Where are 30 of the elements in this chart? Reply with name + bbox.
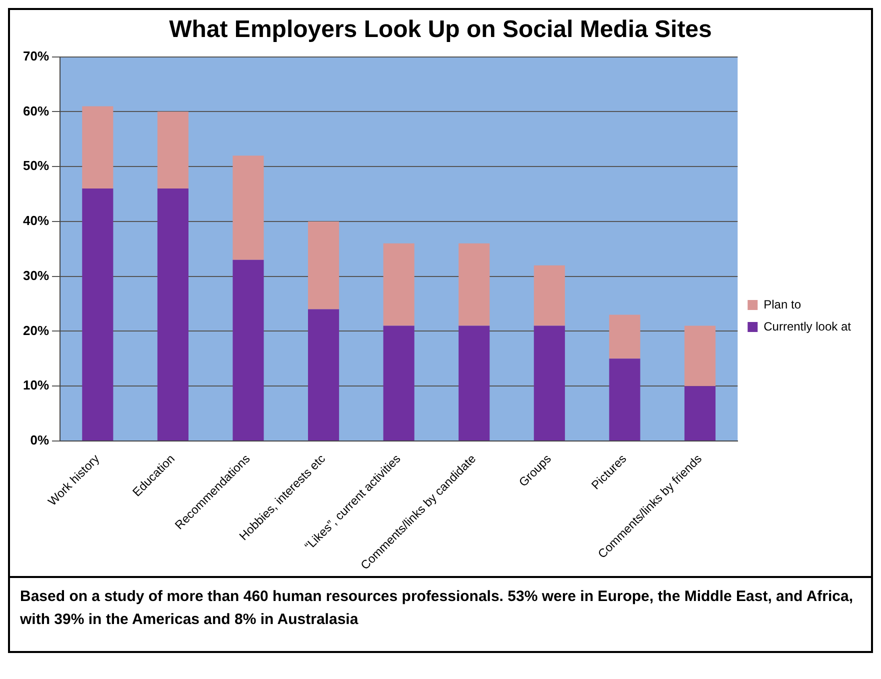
legend-label: Currently look at (764, 319, 852, 334)
bar (534, 265, 565, 326)
legend-label: Plan to (764, 297, 802, 312)
y-tick-label: 10% (22, 378, 50, 393)
bar (383, 243, 414, 326)
bar (458, 326, 490, 440)
y-tick-label: 30% (22, 268, 50, 283)
y-tick-label: 40% (22, 213, 50, 228)
y-tick-label: 0% (30, 432, 50, 448)
bar (609, 358, 640, 440)
text: Based on a study of more than 460 human resources professionals. 53% were in Europe, the Middle East, and Africa, with 39% in the Americas and 8% in Australasia (10, 576, 871, 651)
bar (534, 326, 565, 440)
bar (308, 309, 340, 440)
chart-title: What Employers Look Up on Social Media Sites (168, 15, 713, 45)
bar (308, 221, 340, 310)
bar (157, 112, 188, 189)
bar (232, 156, 264, 260)
bar (684, 386, 716, 440)
y-tick-label: 20% (22, 322, 50, 338)
bar (383, 326, 414, 440)
bar (82, 188, 114, 440)
bar (82, 106, 114, 189)
bar (458, 243, 490, 326)
bar (232, 260, 264, 440)
bar (609, 314, 640, 359)
y-tick-label: 70% (22, 48, 50, 64)
y-tick-label: 60% (22, 103, 50, 118)
y-tick-label: 50% (22, 158, 50, 174)
bar (684, 326, 716, 386)
bar (157, 188, 188, 440)
